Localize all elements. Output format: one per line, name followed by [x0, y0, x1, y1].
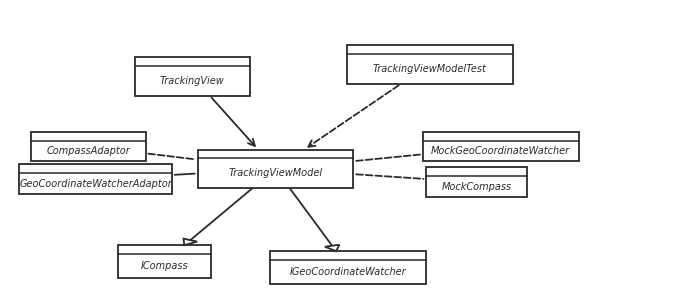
Polygon shape: [325, 245, 340, 251]
Text: TrackingViewModel: TrackingViewModel: [228, 168, 323, 179]
Text: MockCompass: MockCompass: [442, 182, 512, 192]
Text: TrackingView: TrackingView: [160, 76, 225, 86]
Polygon shape: [183, 239, 197, 245]
Bar: [270, 251, 426, 284]
Bar: [346, 45, 513, 84]
Bar: [423, 132, 579, 161]
Text: ICompass: ICompass: [141, 261, 188, 271]
Bar: [135, 57, 249, 96]
Bar: [197, 150, 354, 188]
Bar: [118, 245, 211, 278]
Text: IGeoCoordinateWatcher: IGeoCoordinateWatcher: [290, 267, 407, 277]
Bar: [32, 132, 146, 161]
Text: TrackingViewModelTest: TrackingViewModelTest: [373, 64, 486, 74]
Text: CompassAdaptor: CompassAdaptor: [46, 146, 130, 156]
Bar: [426, 167, 526, 197]
Text: GeoCoordinateWatcherAdaptor: GeoCoordinateWatcherAdaptor: [20, 179, 172, 189]
Bar: [20, 164, 172, 194]
Text: MockGeoCoordinateWatcher: MockGeoCoordinateWatcher: [431, 146, 570, 156]
